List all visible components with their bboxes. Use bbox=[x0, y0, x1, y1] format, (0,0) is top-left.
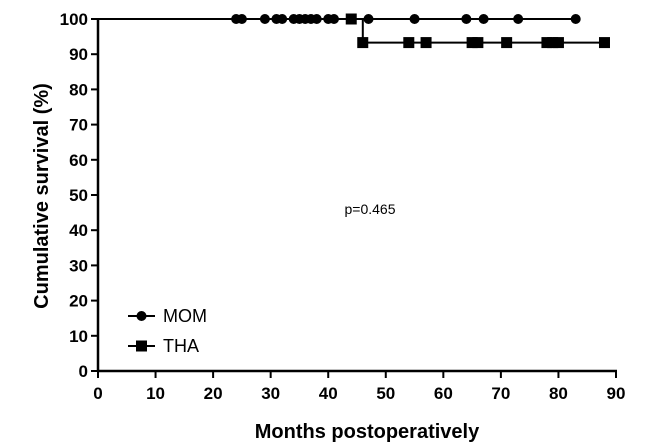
y-tick-label: 50 bbox=[69, 186, 88, 205]
censor-mark-tha bbox=[501, 37, 513, 49]
series-tha bbox=[98, 13, 610, 49]
y-axis-title: Cumulative survival (%) bbox=[31, 83, 53, 309]
x-tick-label: 60 bbox=[434, 384, 453, 403]
y-tick-label: 0 bbox=[79, 362, 88, 381]
censor-mark-tha bbox=[541, 37, 553, 49]
series-line-tha bbox=[98, 18, 605, 44]
censor-mark-mom bbox=[461, 14, 472, 24]
p-value-annotation: p=0.465 bbox=[345, 201, 396, 217]
censor-mark-tha bbox=[552, 37, 564, 49]
censor-mark-tha bbox=[466, 37, 478, 49]
legend: MOM THA bbox=[128, 306, 207, 356]
legend-marker-tha bbox=[136, 340, 147, 352]
x-tick-label: 40 bbox=[319, 384, 338, 403]
censor-mark-mom bbox=[409, 14, 420, 24]
censor-mark-tha bbox=[547, 37, 559, 49]
censor-mark-tha bbox=[403, 37, 415, 49]
x-tick-label: 20 bbox=[204, 384, 223, 403]
y-tick-label: 90 bbox=[69, 45, 88, 64]
legend-label-tha: THA bbox=[163, 336, 199, 356]
legend-label-mom: MOM bbox=[163, 306, 207, 326]
y-tick-label: 60 bbox=[69, 151, 88, 170]
x-tick-label: 30 bbox=[261, 384, 280, 403]
y-tick-label: 40 bbox=[69, 221, 88, 240]
censor-mark-mom bbox=[513, 14, 524, 24]
x-tick-label: 0 bbox=[93, 384, 102, 403]
censor-mark-mom bbox=[478, 14, 489, 24]
censor-mark-tha bbox=[345, 13, 357, 25]
x-tick-label: 90 bbox=[607, 384, 626, 403]
axes: 0 10 20 30 40 50 60 70 80 90 100 0 10 20 30 40 50 60 70 80 9… bbox=[60, 10, 626, 403]
x-tick-label: 50 bbox=[376, 384, 395, 403]
y-tick-label: 100 bbox=[60, 10, 88, 29]
series-layer bbox=[98, 13, 610, 49]
y-tick-label: 20 bbox=[69, 292, 88, 311]
censor-mark-mom bbox=[363, 14, 374, 24]
y-tick-label: 70 bbox=[69, 116, 88, 135]
x-tick-label: 80 bbox=[549, 384, 568, 403]
x-tick-label: 70 bbox=[491, 384, 510, 403]
censor-mark-tha bbox=[420, 37, 432, 49]
y-tick-label: 30 bbox=[69, 256, 88, 275]
x-axis-title: Months postoperatively bbox=[255, 421, 480, 442]
y-tick-label: 10 bbox=[69, 327, 88, 346]
x-tick-label: 10 bbox=[146, 384, 165, 403]
censor-mark-tha bbox=[472, 37, 484, 49]
censor-mark-mom bbox=[570, 14, 581, 24]
y-tick-label: 80 bbox=[69, 80, 88, 99]
censor-mark-tha bbox=[357, 37, 369, 49]
censor-mark-tha bbox=[598, 37, 610, 49]
legend-marker-mom bbox=[136, 311, 147, 321]
